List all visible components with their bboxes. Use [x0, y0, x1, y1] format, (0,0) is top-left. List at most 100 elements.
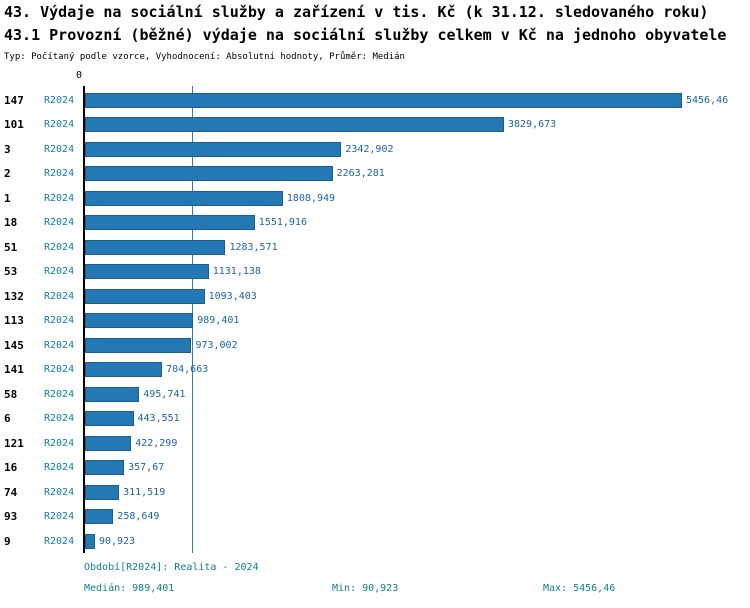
- category-label: 132: [4, 289, 24, 303]
- value-label: 2342,902: [345, 143, 394, 155]
- series-label: R2024: [44, 192, 75, 204]
- bar: [85, 288, 205, 304]
- bar-row: 101 R2024 3829,673: [4, 113, 746, 138]
- bar-row: 3 R2024 2342,902: [4, 137, 746, 162]
- axis-zero-label: 0: [75, 70, 82, 81]
- series-label: R2024: [44, 241, 75, 253]
- bar-row: 147 R2024 5456,46: [4, 88, 746, 113]
- series-label: R2024: [44, 94, 75, 106]
- value-label: 704,663: [166, 364, 209, 376]
- bar-row: 2 R2024 2263,281: [4, 162, 746, 187]
- bar: [85, 460, 125, 476]
- value-label: 443,551: [137, 413, 180, 425]
- category-label: 6: [4, 412, 11, 426]
- bar: [85, 533, 95, 549]
- bar-row: 113 R2024 989,401: [4, 309, 746, 334]
- series-label: R2024: [44, 290, 75, 302]
- category-label: 3: [4, 142, 11, 156]
- category-label: 121: [4, 436, 24, 450]
- series-label: R2024: [44, 315, 75, 327]
- bar: [85, 215, 255, 231]
- bar: [85, 362, 163, 378]
- bar: [85, 411, 134, 427]
- category-label: 113: [4, 314, 24, 328]
- footer-min: Min: 90,923: [332, 583, 399, 594]
- bar: [85, 313, 194, 329]
- value-label: 90,923: [98, 535, 136, 547]
- category-label: 74: [4, 485, 18, 499]
- value-label: 2263,281: [336, 168, 385, 180]
- bar-row: 141 R2024 704,663: [4, 358, 746, 383]
- bar-row: 93 R2024 258,649: [4, 505, 746, 530]
- category-label: 101: [4, 118, 24, 132]
- series-label: R2024: [44, 168, 75, 180]
- series-label: R2024: [44, 486, 75, 498]
- value-label: 1283,571: [229, 241, 278, 253]
- value-label: 258,649: [117, 511, 160, 523]
- series-label: R2024: [44, 511, 75, 523]
- value-label: 989,401: [197, 315, 240, 327]
- series-label: R2024: [44, 413, 75, 425]
- page-title: 43. Výdaje na sociální služby a zařízení…: [4, 3, 709, 21]
- series-label: R2024: [44, 119, 75, 131]
- footer-stats: Medián: 989,401 Min: 90,923 Max: 5456,46: [84, 583, 615, 594]
- category-label: 9: [4, 534, 11, 548]
- category-label: 2: [4, 167, 11, 181]
- value-label: 357,67: [128, 462, 165, 474]
- indicator-title: 43.1 Provozní (běžné) výdaje na sociální…: [4, 26, 727, 44]
- bar: [85, 264, 209, 280]
- series-label: R2024: [44, 462, 75, 474]
- bar: [85, 190, 283, 206]
- category-label: 53: [4, 265, 18, 279]
- series-label: R2024: [44, 437, 75, 449]
- value-label: 1808,949: [286, 192, 336, 204]
- bar-row: 51 R2024 1283,571: [4, 235, 746, 260]
- bar-chart: 147 R2024 5456,46 101 R2024 3829,673 3 R2024 234…: [4, 86, 746, 553]
- footer-median: Medián: 989,401: [84, 583, 175, 594]
- bar-row: 74 R2024 311,519: [4, 480, 746, 505]
- category-label: 147: [4, 93, 24, 107]
- bar: [85, 509, 114, 525]
- bar: [85, 166, 333, 182]
- bar-rows: 147 R2024 5456,46 101 R2024 3829,673 3 R2024 234…: [4, 88, 746, 554]
- bar-row: 132 R2024 1093,403: [4, 284, 746, 309]
- series-label: R2024: [44, 364, 75, 376]
- series-label: R2024: [44, 339, 75, 351]
- bar: [85, 337, 192, 353]
- bar-row: 58 R2024 495,741: [4, 382, 746, 407]
- category-label: 16: [4, 461, 18, 475]
- bar-row: 53 R2024 1131,138: [4, 260, 746, 285]
- category-label: 93: [4, 510, 18, 524]
- bar-row: 145 R2024 973,002: [4, 333, 746, 358]
- footer-max: Max: 5456,46: [543, 583, 616, 594]
- bar-row: 18 R2024 1551,916: [4, 211, 746, 236]
- bar: [85, 239, 226, 255]
- series-label: R2024: [44, 217, 75, 229]
- series-label: R2024: [44, 535, 75, 547]
- bar-row: 9 R2024 90,923: [4, 529, 746, 554]
- chart-subtitle: Typ: Počítaný podle vzorce, Vyhodnocení:…: [4, 52, 405, 62]
- value-label: 495,741: [143, 388, 186, 400]
- series-label: R2024: [44, 388, 75, 400]
- bar: [85, 92, 682, 108]
- bar-row: 121 R2024 422,299: [4, 431, 746, 456]
- category-label: 51: [4, 240, 18, 254]
- bar: [85, 386, 140, 402]
- series-label: R2024: [44, 143, 75, 155]
- value-label: 1551,916: [258, 217, 307, 229]
- category-label: 141: [4, 363, 24, 377]
- bar: [85, 435, 132, 451]
- value-label: 311,519: [123, 486, 166, 498]
- category-label: 1: [4, 191, 11, 205]
- category-label: 58: [4, 387, 18, 401]
- value-label: 973,002: [195, 339, 238, 351]
- bar-row: 6 R2024 443,551: [4, 407, 746, 432]
- bar-row: 1 R2024 1808,949: [4, 186, 746, 211]
- value-label: 1093,403: [208, 290, 257, 302]
- footer-period: Období[R2024]: Realita - 2024: [84, 562, 259, 573]
- category-label: 145: [4, 338, 24, 352]
- value-label: 1131,138: [212, 266, 261, 278]
- bar: [85, 484, 120, 500]
- category-label: 18: [4, 216, 18, 230]
- value-label: 422,299: [135, 437, 178, 449]
